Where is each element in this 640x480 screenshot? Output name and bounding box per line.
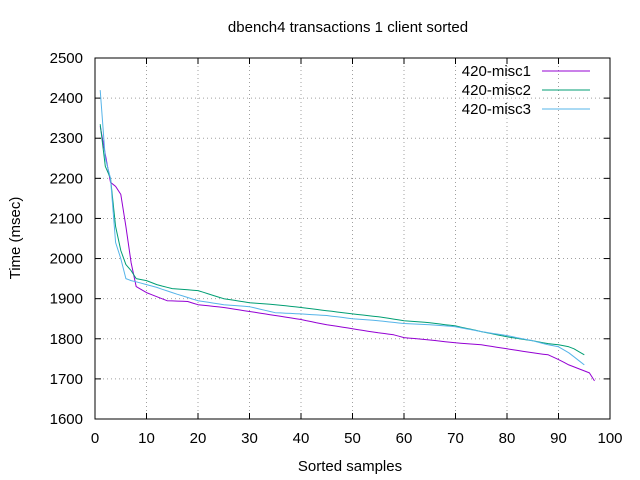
legend-label-420-misc1: 420-misc1 bbox=[462, 63, 531, 80]
y-tick-label: 2500 bbox=[50, 50, 83, 67]
x-tick-label: 40 bbox=[293, 430, 310, 447]
x-tick-label: 80 bbox=[499, 430, 516, 447]
x-tick-label: 60 bbox=[396, 430, 413, 447]
series-line-420-misc2 bbox=[99, 124, 585, 356]
series-line-420-misc3 bbox=[99, 90, 585, 366]
x-tick-label: 90 bbox=[550, 430, 567, 447]
legend: 420-misc1 420-misc2 420-misc3 bbox=[462, 63, 590, 118]
y-tick-label: 2100 bbox=[50, 210, 83, 227]
axis-ticks bbox=[94, 57, 611, 420]
x-tick-label: 0 bbox=[91, 430, 99, 447]
series-lines bbox=[99, 90, 595, 382]
y-tick-label: 2000 bbox=[50, 251, 83, 268]
y-tick-label: 2200 bbox=[50, 170, 83, 187]
grid-lines bbox=[95, 58, 610, 419]
x-axis-label: Sorted samples bbox=[298, 458, 402, 475]
series-line-420-misc1 bbox=[99, 126, 595, 382]
y-tick-label: 1800 bbox=[50, 331, 83, 348]
y-axis-label: Time (msec) bbox=[7, 197, 24, 280]
x-tick-label: 30 bbox=[241, 430, 258, 447]
x-axis-tick-labels: 0 10 20 30 40 50 60 70 80 90 100 bbox=[91, 430, 623, 447]
legend-label-420-misc3: 420-misc3 bbox=[462, 101, 531, 118]
y-tick-label: 1700 bbox=[50, 371, 83, 388]
y-axis-tick-labels: 1600 1700 1800 1900 2000 2100 2200 2300 2400 2500 bbox=[50, 50, 83, 428]
x-tick-label: 20 bbox=[190, 430, 207, 447]
y-tick-label: 2400 bbox=[50, 90, 83, 107]
y-tick-label: 2300 bbox=[50, 130, 83, 147]
legend-label-420-misc2: 420-misc2 bbox=[462, 82, 531, 99]
x-tick-label: 100 bbox=[597, 430, 622, 447]
chart-title: dbench4 transactions 1 client sorted bbox=[228, 19, 468, 36]
y-tick-label: 1600 bbox=[50, 411, 83, 428]
y-tick-label: 1900 bbox=[50, 291, 83, 308]
x-tick-label: 10 bbox=[138, 430, 155, 447]
x-tick-label: 50 bbox=[344, 430, 361, 447]
x-tick-label: 70 bbox=[447, 430, 464, 447]
